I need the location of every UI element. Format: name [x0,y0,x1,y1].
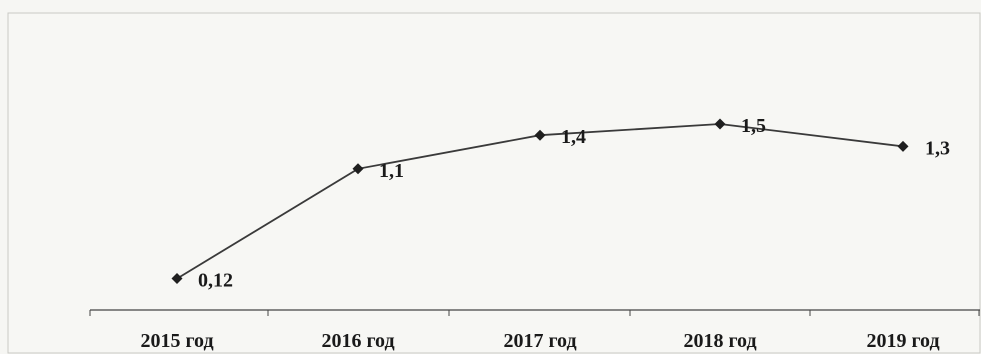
data-label: 1,5 [741,115,766,137]
data-point-marker [352,163,364,175]
x-axis-tick-labels: 2015 год 2016 год 2017 год 2018 год 2019 год [140,330,939,352]
x-axis-ticks [89,310,980,316]
x-tick-label: 2017 год [503,330,576,352]
x-tick-label: 2015 год [140,330,213,352]
x-tick-label: 2019 год [866,330,939,352]
data-point-marker [534,129,546,141]
data-label: 1,4 [561,126,586,148]
x-tick-label: 2018 год [683,330,756,352]
data-point-marker [897,140,909,152]
x-tick-label: 2016 год [321,330,394,352]
chart-frame [7,12,981,354]
data-label: 0,12 [198,270,233,292]
data-point-marker [714,118,726,130]
series-markers [171,118,909,285]
data-label: 1,1 [379,160,404,182]
data-point-marker [171,273,183,285]
data-labels: 0,12 1,1 1,4 1,5 1,3 [198,115,950,292]
data-label: 1,3 [925,137,950,159]
